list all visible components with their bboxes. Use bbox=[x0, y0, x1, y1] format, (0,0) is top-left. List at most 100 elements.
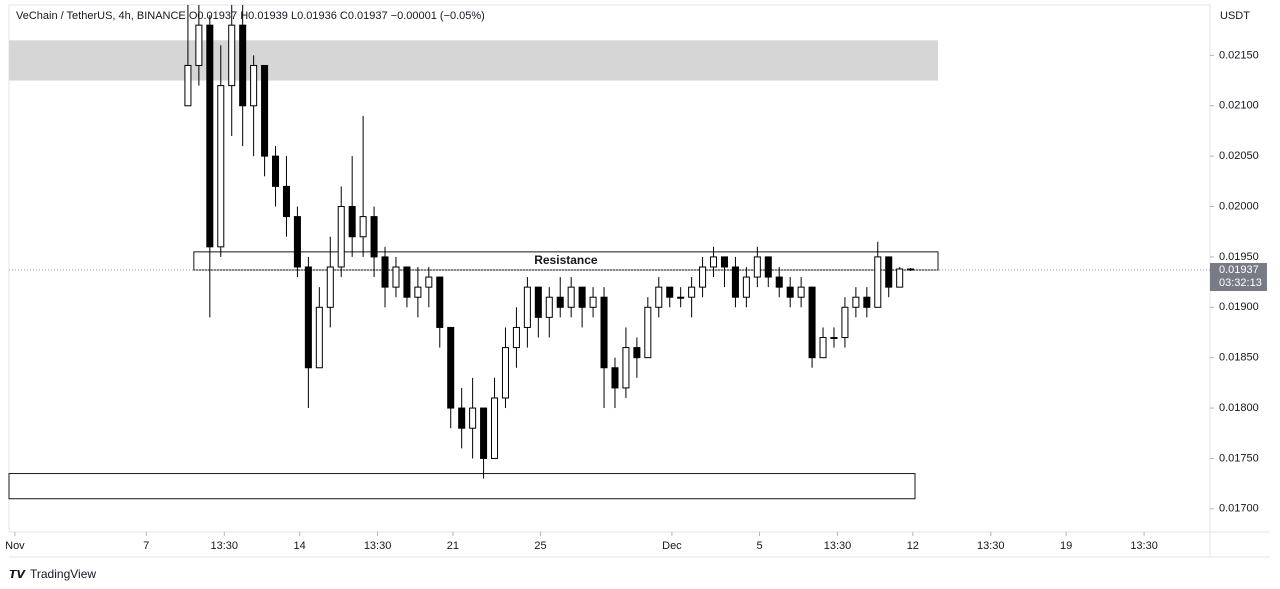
candle-body bbox=[436, 276, 444, 328]
candle-body bbox=[523, 286, 531, 328]
candle-body bbox=[480, 407, 488, 459]
candle-body bbox=[458, 407, 466, 429]
logo: 𝙏𝙑 bbox=[9, 569, 27, 581]
candle-body bbox=[753, 256, 761, 278]
candle-body bbox=[819, 337, 827, 359]
candle-body bbox=[184, 64, 192, 107]
candle-body bbox=[217, 85, 225, 248]
candle-body bbox=[491, 397, 499, 459]
candle-body bbox=[633, 347, 641, 359]
brand: TradingView bbox=[30, 567, 96, 581]
candle-body bbox=[589, 296, 597, 308]
candle-body bbox=[622, 347, 630, 389]
candle-body bbox=[600, 296, 608, 369]
candle-body bbox=[195, 24, 203, 66]
zone bbox=[193, 251, 939, 271]
countdown: 03:32:13 bbox=[1219, 277, 1262, 289]
candle-body bbox=[742, 276, 750, 298]
candle-body bbox=[720, 256, 728, 268]
candle-body bbox=[348, 206, 356, 238]
candle-body bbox=[841, 306, 849, 339]
candle-body bbox=[556, 296, 564, 308]
y-tick-label: 0.01900 bbox=[1219, 301, 1259, 313]
candle-body bbox=[315, 306, 323, 369]
candle-body bbox=[392, 266, 400, 288]
candle-body bbox=[764, 256, 772, 278]
candle-body bbox=[282, 185, 290, 218]
candle-body bbox=[469, 407, 477, 429]
candle-body bbox=[272, 155, 280, 187]
candle-body bbox=[578, 286, 586, 308]
candle-body bbox=[326, 266, 334, 308]
candle-body bbox=[304, 266, 312, 369]
candle-body bbox=[228, 24, 236, 87]
x-tick-label: 19 bbox=[1060, 540, 1072, 552]
candle-body bbox=[786, 286, 794, 298]
candle-body bbox=[775, 276, 783, 288]
last-price-tag bbox=[1210, 263, 1267, 292]
last-price-label: 0.01937 bbox=[1219, 264, 1259, 276]
y-tick-label: 0.02150 bbox=[1219, 49, 1259, 61]
y-tick-label: 0.02050 bbox=[1219, 150, 1259, 162]
x-tick-label: 14 bbox=[293, 540, 305, 552]
candle-body bbox=[677, 296, 685, 299]
candle-body bbox=[425, 276, 433, 288]
candle-body bbox=[688, 286, 696, 298]
candle-body bbox=[863, 296, 871, 308]
y-tick-label: 0.02100 bbox=[1219, 100, 1259, 112]
candle-body bbox=[534, 286, 542, 318]
y-tick-label: 0.01950 bbox=[1219, 251, 1259, 263]
candle-body bbox=[381, 256, 389, 288]
y-tick-label: 0.02000 bbox=[1219, 200, 1259, 212]
candle-body bbox=[370, 216, 378, 258]
candle-body bbox=[447, 326, 455, 409]
candle-body bbox=[644, 306, 652, 359]
candle-body bbox=[261, 64, 269, 157]
candle-body bbox=[250, 64, 258, 107]
candle-body bbox=[907, 268, 915, 271]
candle-body bbox=[896, 268, 904, 288]
candle-body bbox=[731, 266, 739, 298]
zone bbox=[9, 40, 939, 81]
candle-body bbox=[710, 256, 718, 268]
x-tick-label: 13:30 bbox=[364, 540, 392, 552]
candle-body bbox=[512, 326, 520, 349]
symbol-legend: VeChain / TetherUS, 4h, BINANCE O0.01937… bbox=[16, 10, 485, 22]
candle-body bbox=[501, 347, 509, 399]
candle-body bbox=[699, 266, 707, 288]
x-tick-label: 13:30 bbox=[824, 540, 852, 552]
candle-body bbox=[874, 256, 882, 308]
candle-body bbox=[655, 286, 663, 308]
axis-unit: USDT bbox=[1220, 10, 1250, 22]
candle-body bbox=[611, 367, 619, 389]
candle-body bbox=[414, 286, 422, 298]
candle-body bbox=[337, 206, 345, 268]
candle-body bbox=[797, 286, 805, 298]
y-tick-label: 0.01850 bbox=[1219, 352, 1259, 364]
candle-body bbox=[545, 296, 553, 318]
x-tick-label: 25 bbox=[534, 540, 546, 552]
candle-body bbox=[567, 286, 575, 308]
candle-body bbox=[830, 337, 838, 340]
zone-label: Resistance bbox=[534, 253, 598, 267]
candle-body bbox=[885, 256, 893, 288]
x-tick-label: 13:30 bbox=[977, 540, 1005, 552]
x-tick-label: 5 bbox=[756, 540, 762, 552]
candle-body bbox=[852, 296, 860, 308]
x-tick-label: 21 bbox=[447, 540, 459, 552]
candle-body bbox=[239, 24, 247, 107]
x-tick-label: 7 bbox=[143, 540, 149, 552]
x-tick-label: 13:30 bbox=[1130, 540, 1158, 552]
candle-body bbox=[666, 286, 674, 298]
candle-body bbox=[293, 216, 301, 268]
candle-body bbox=[403, 266, 411, 298]
candle-body bbox=[808, 286, 816, 359]
zone bbox=[8, 473, 916, 500]
y-tick-label: 0.01800 bbox=[1219, 402, 1259, 414]
candle-body bbox=[359, 216, 367, 238]
y-tick-label: 0.01750 bbox=[1219, 452, 1259, 464]
x-tick-label: Dec bbox=[662, 540, 682, 552]
x-tick-label: 12 bbox=[907, 540, 919, 552]
candle-body bbox=[206, 24, 214, 248]
